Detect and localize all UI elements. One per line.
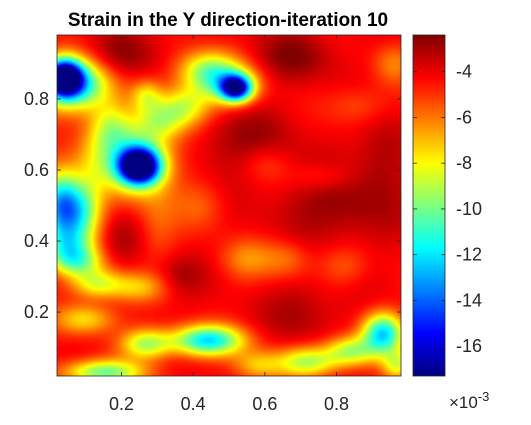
y-tick-label: 0.4: [24, 231, 49, 251]
colorbar-tick-label: -4: [456, 62, 472, 82]
colorbar-tick-label: -8: [456, 153, 472, 173]
colorbar-gradient: [413, 35, 445, 376]
colorbar-tick-label: -6: [456, 107, 472, 127]
heatmap-image: [57, 35, 401, 376]
y-tick-label: 0.8: [24, 89, 49, 109]
plot-frame: [56, 34, 402, 377]
x-axis: 0.2 0.4 0.6 0.8: [109, 35, 349, 414]
colorbar: -16 -14 -12 -10 -8 -6 -4 ×10-3: [412, 34, 489, 412]
colorbar-tick-label: -12: [456, 245, 482, 265]
y-tick-label: 0.6: [24, 160, 49, 180]
x-tick-label: 0.8: [324, 394, 349, 414]
y-tick-label: 0.2: [24, 302, 49, 322]
x-tick-label: 0.2: [109, 394, 134, 414]
colorbar-tick-label: -10: [456, 199, 482, 219]
colorbar-exponent: ×10-3: [449, 389, 489, 412]
chart-title: Strain in the Y direction-iteration 10: [68, 10, 388, 31]
colorbar-tick-label: -14: [456, 290, 482, 310]
colorbar-frame: [412, 34, 446, 377]
heatmap-plot-area: [56, 34, 402, 377]
colorbar-ticks: -16 -14 -12 -10 -8 -6 -4: [413, 62, 482, 356]
y-axis: 0.2 0.4 0.6 0.8: [24, 89, 401, 322]
x-tick-label: 0.4: [181, 394, 206, 414]
x-tick-label: 0.6: [252, 394, 277, 414]
colorbar-tick-label: -16: [456, 336, 482, 356]
